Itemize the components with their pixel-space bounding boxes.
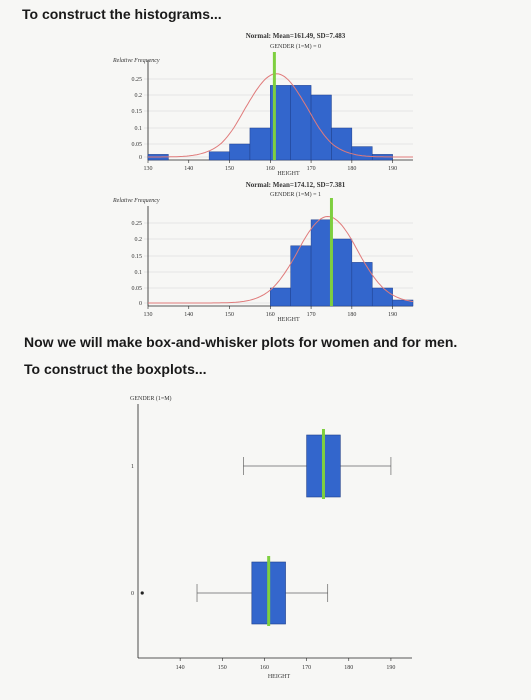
x-tick-label: 190 [388,166,397,172]
x-tick-label: 190 [388,312,397,318]
hist-title: Normal: Mean=161.49, SD=7.483 [246,32,346,40]
y-tick-label: 0 [139,301,142,307]
x-axis-label: HEIGHT [277,317,300,323]
normal-curve [148,215,414,304]
boxplots-heading: To construct the boxplots... [24,361,207,377]
histogram-bar [371,287,393,307]
x-tick-label: 180 [347,166,356,172]
x-tick-label: 150 [225,312,234,318]
y-axis-label: Relative Frequency [112,198,160,204]
x-tick-label: 180 [344,665,353,671]
x-tick-label: 140 [176,665,185,671]
y-tick-label: 0.15 [132,109,143,115]
histogram-bar [208,151,230,161]
x-axis-label: HEIGHT [277,171,300,177]
y-tick-label: 0.25 [132,221,143,227]
y-tick-label: 0.25 [132,77,143,83]
y-tick-label: 0.15 [132,254,143,260]
x-tick-label: 160 [260,665,269,671]
y-tick-label: 0 [139,155,142,161]
x-tick-label: 190 [386,665,395,671]
histogram-bar [270,287,291,307]
histogram-bar [310,219,332,307]
x-tick-label: 170 [307,312,316,318]
x-tick-label: 170 [302,665,311,671]
y-tick-label: 0.05 [132,142,143,148]
histograms-heading: To construct the histograms... [22,6,222,22]
histogram-bar [310,94,332,161]
hist-subtitle: GENDER (1=M) = 0 [270,43,321,50]
normal-curve [148,73,413,158]
x-tick-label: 170 [307,166,316,172]
x-axis-label: HEIGHT [268,674,291,680]
boxplots-intro-text: Now we will make box-and-whisker plots f… [24,334,458,350]
y-category-label: 0 [131,591,134,597]
outlier-point [140,591,144,595]
histogram-bar [392,299,414,307]
y-tick-label: 0.2 [135,93,143,99]
y-category-label: 1 [131,464,134,470]
x-tick-label: 130 [144,166,153,172]
histogram-bar [229,143,251,161]
x-tick-label: 130 [144,312,153,318]
histogram-bar [249,127,271,161]
histogram-bar [351,146,373,161]
histogram-bar [331,238,353,307]
histogram-bar [331,127,353,161]
histogram-bar [351,262,373,307]
histogram-bar [290,245,312,307]
x-tick-label: 160 [266,166,275,172]
y-tick-label: 0.1 [135,270,143,276]
hist-title: Normal: Mean=174.12, SD=7.381 [246,181,346,189]
y-tick-label: 0.1 [135,126,143,132]
x-tick-label: 140 [184,166,193,172]
boxplot-title: GENDER (1=M) [130,395,172,402]
x-tick-label: 150 [218,665,227,671]
x-tick-label: 150 [225,166,234,172]
hist-subtitle: GENDER (1=M) = 1 [270,191,321,198]
y-tick-label: 0.2 [135,237,143,243]
y-tick-label: 0.05 [132,286,143,292]
x-tick-label: 180 [347,312,356,318]
x-tick-label: 160 [266,312,275,318]
x-tick-label: 140 [184,312,193,318]
y-axis-label: Relative Frequency [112,58,160,64]
